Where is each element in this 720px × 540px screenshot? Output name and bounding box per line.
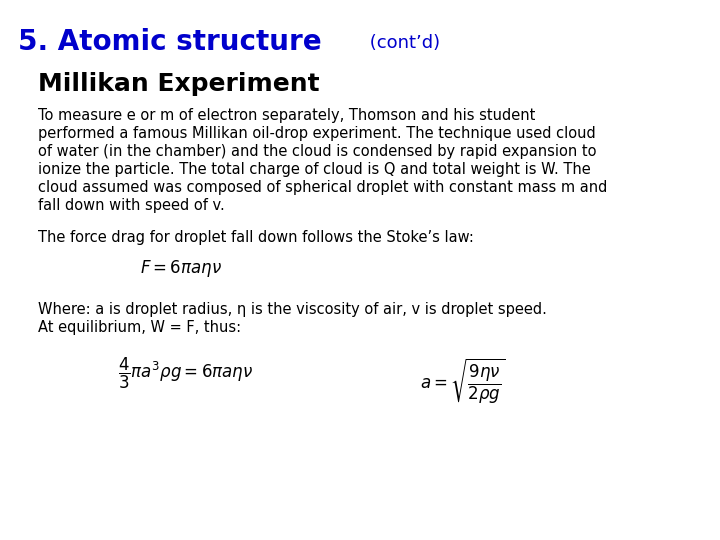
Text: ionize the particle. The total charge of cloud is Q and total weight is W. The: ionize the particle. The total charge of… xyxy=(38,162,590,177)
Text: To measure e or m of electron separately, Thomson and his student: To measure e or m of electron separately… xyxy=(38,108,536,123)
Text: cloud assumed was composed of spherical droplet with constant mass m and: cloud assumed was composed of spherical … xyxy=(38,180,608,195)
Text: Where: a is droplet radius, η is the viscosity of air, v is droplet speed.: Where: a is droplet radius, η is the vis… xyxy=(38,302,547,317)
Text: of water (in the chamber) and the cloud is condensed by rapid expansion to: of water (in the chamber) and the cloud … xyxy=(38,144,596,159)
Text: performed a famous Millikan oil-drop experiment. The technique used cloud: performed a famous Millikan oil-drop exp… xyxy=(38,126,595,141)
Text: Millikan Experiment: Millikan Experiment xyxy=(38,72,320,96)
Text: $\dfrac{4}{3}\pi a^3\rho g = 6\pi a\eta\nu$: $\dfrac{4}{3}\pi a^3\rho g = 6\pi a\eta\… xyxy=(118,356,253,391)
Text: $a = \sqrt{\dfrac{9\eta\nu}{2\rho g}}$: $a = \sqrt{\dfrac{9\eta\nu}{2\rho g}}$ xyxy=(420,356,505,406)
Text: 5. Atomic structure: 5. Atomic structure xyxy=(18,28,322,56)
Text: $F = 6\pi a\eta\nu$: $F = 6\pi a\eta\nu$ xyxy=(140,258,222,279)
Text: The force drag for droplet fall down follows the Stoke’s law:: The force drag for droplet fall down fol… xyxy=(38,230,474,245)
Text: fall down with speed of v.: fall down with speed of v. xyxy=(38,198,225,213)
Text: At equilibrium, W = F, thus:: At equilibrium, W = F, thus: xyxy=(38,320,241,335)
Text: (cont’d): (cont’d) xyxy=(364,34,440,52)
